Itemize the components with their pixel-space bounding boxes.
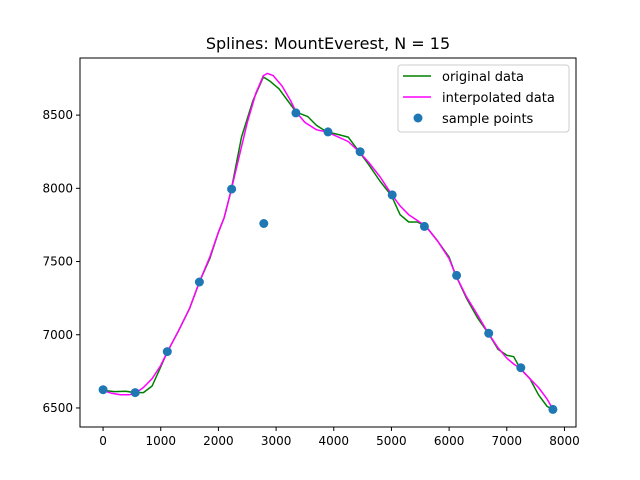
x-tick-label: 4000: [318, 434, 349, 448]
x-tick-label: 6000: [434, 434, 465, 448]
y-tick-label: 6500: [42, 401, 73, 415]
y-tick-label: 8000: [42, 181, 73, 195]
x-tick-label: 3000: [261, 434, 292, 448]
legend-label-2: interpolated data: [442, 91, 555, 106]
x-axis: 0 1000 2000 3000 4000 5000 6000 7000 8000: [99, 427, 580, 448]
sample-point: [130, 388, 140, 398]
sample-point: [162, 347, 172, 357]
sample-point: [227, 184, 237, 194]
plot-frame: [79, 57, 577, 428]
sample-point: [355, 147, 365, 157]
x-tick-label: 8000: [549, 434, 580, 448]
y-tick-label: 7500: [42, 255, 73, 269]
sample-point: [291, 108, 301, 118]
y-tick-label: 8500: [42, 108, 73, 122]
x-tick-label: 2000: [203, 434, 234, 448]
x-tick-label: 5000: [376, 434, 407, 448]
sample-point: [516, 363, 526, 373]
y-axis: 6500 7000 7500 8000 8500: [42, 108, 80, 415]
sample-point: [194, 277, 204, 287]
sample-point: [548, 404, 558, 414]
legend-box: [397, 64, 570, 133]
x-tick-label: 1000: [145, 434, 176, 448]
chart-title: Splines: MountEverest, N = 15: [206, 34, 450, 53]
series-line-2: [102, 72, 554, 411]
sample-point: [98, 385, 108, 395]
sample-point: [387, 190, 397, 200]
legend: original data interpolated data sample poi…: [397, 64, 570, 133]
sample-point: [452, 270, 462, 280]
legend-label-1: original data: [442, 70, 524, 85]
x-tick-label: 7000: [492, 434, 523, 448]
sample-point: [419, 221, 429, 231]
y-tick-label: 7000: [42, 328, 73, 342]
legend-label-3: sample points: [442, 112, 534, 127]
sample-point: [484, 328, 494, 338]
legend-swatch-3: [413, 113, 423, 123]
sample-point: [259, 219, 269, 228]
plot-area: [98, 72, 558, 414]
sample-point: [323, 127, 333, 137]
x-tick-label: 0: [99, 434, 107, 448]
